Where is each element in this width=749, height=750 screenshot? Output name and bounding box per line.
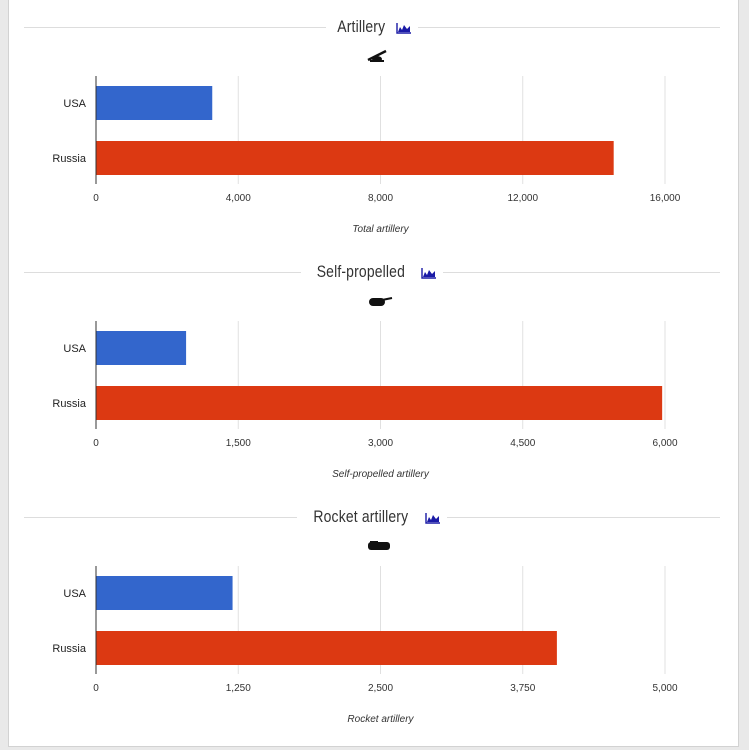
section-header: Artillery [24,14,720,40]
x-tick-label: 6,000 [652,438,677,449]
self-propelled-bar-chart: USA Russia 0 1,500 3,000 4,500 6,000 Self-prope… [52,321,678,480]
x-tick-label: 4,000 [226,193,251,204]
x-axis-title: Rocket artillery [347,714,414,725]
bar-russia [96,631,557,665]
x-axis-title: Total artillery [352,224,409,235]
section-self-propelled: Self-propelled USA Russia 0 1,500 3,000 4,500… [9,245,738,485]
x-tick-label: 16,000 [650,193,681,204]
category-label: Russia [52,398,87,410]
x-tick-label: 5,000 [652,683,677,694]
bar-russia [96,141,614,175]
x-tick-label: 0 [93,683,99,694]
section-title: Artillery [337,17,385,36]
category-label: USA [63,588,86,600]
x-tick-label: 0 [93,193,99,204]
section-header: Self-propelled [24,259,720,285]
bar-usa [96,576,233,610]
x-tick-label: 2,500 [368,683,393,694]
area-chart-icon[interactable] [425,511,441,524]
page-frame: Artillery USA Russia 0 4,000 8,000 12,000 16,0… [8,0,739,747]
howitzer-icon [364,48,394,64]
artillery-bar-chart: USA Russia 0 4,000 8,000 12,000 16,000 Total ar… [52,76,681,235]
x-tick-label: 1,500 [226,438,251,449]
x-tick-label: 12,000 [507,193,538,204]
x-tick-label: 0 [93,438,99,449]
x-axis-title: Self-propelled artillery [332,469,430,480]
section-rocket-artillery: Rocket artillery USA Russia 0 1,250 2,500 3,7… [9,490,738,730]
category-label: Russia [52,643,87,655]
bar-russia [96,386,663,420]
bar-usa [96,331,187,365]
x-tick-label: 4,500 [510,438,535,449]
bar-usa [96,86,213,120]
category-label: USA [63,98,86,110]
rocket-launcher-icon [364,538,394,554]
section-header: Rocket artillery [24,504,720,530]
area-chart-icon[interactable] [421,266,437,279]
self-propelled-gun-icon [364,293,394,309]
area-chart-icon[interactable] [396,21,412,34]
x-tick-label: 3,000 [368,438,393,449]
x-tick-label: 8,000 [368,193,393,204]
section-artillery: Artillery USA Russia 0 4,000 8,000 12,000 16,0… [9,0,738,240]
section-title: Rocket artillery [313,507,409,526]
rocket-artillery-bar-chart: USA Russia 0 1,250 2,500 3,750 5,000 Rocket art… [52,566,678,725]
x-tick-label: 3,750 [510,683,535,694]
section-title: Self-propelled [316,262,406,281]
category-label: Russia [52,153,87,165]
category-label: USA [63,343,86,355]
x-tick-label: 1,250 [226,683,251,694]
